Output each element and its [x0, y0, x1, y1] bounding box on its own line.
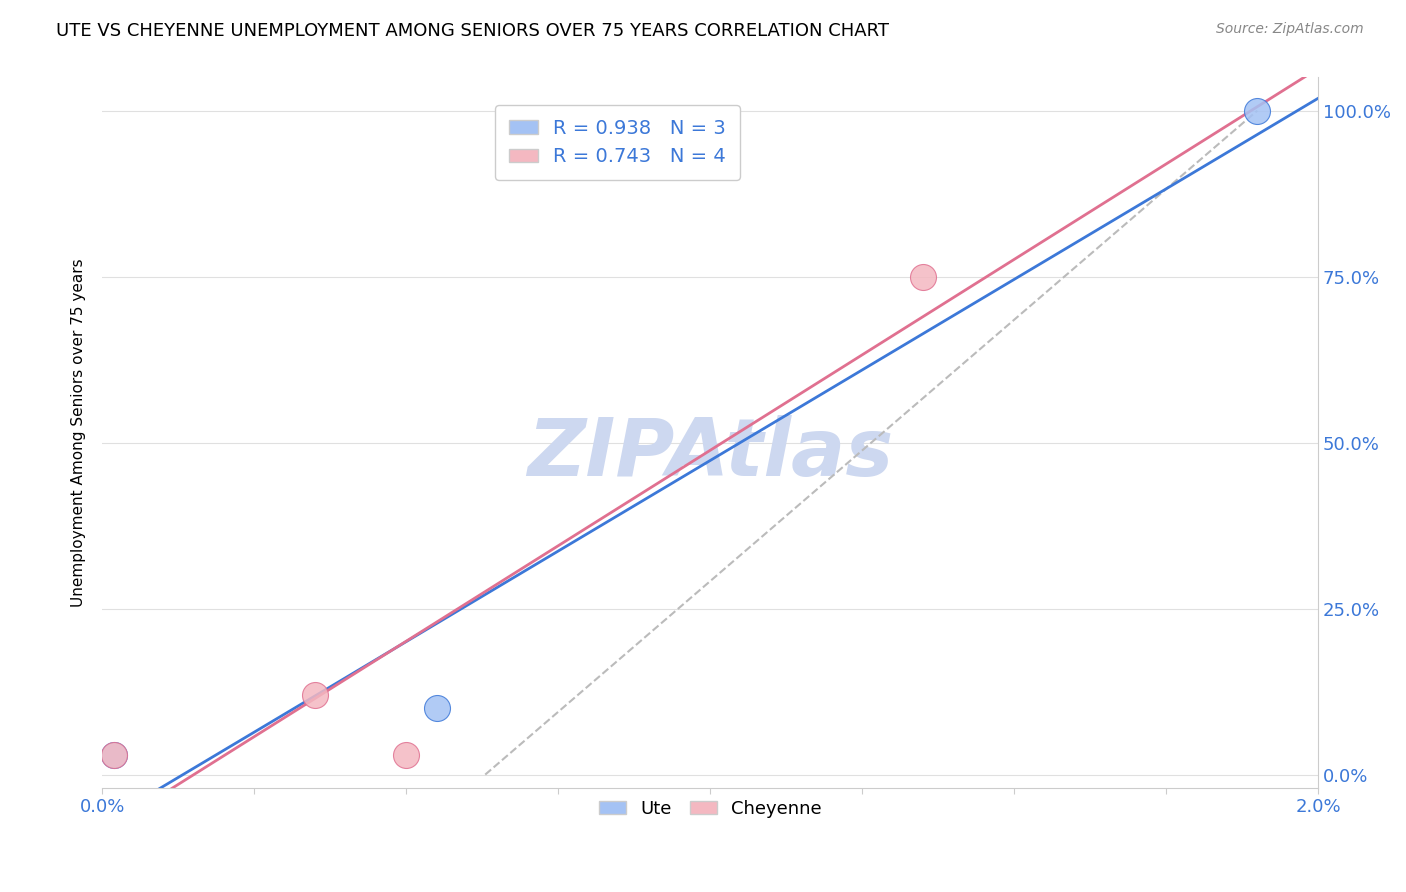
Text: ZIPAtlas: ZIPAtlas: [527, 415, 893, 493]
Point: [103, 747, 125, 762]
Point: [911, 269, 934, 284]
Point: [1246, 103, 1268, 118]
Point: [304, 688, 326, 702]
Legend: Ute, Cheyenne: Ute, Cheyenne: [592, 793, 830, 825]
Text: UTE VS CHEYENNE UNEMPLOYMENT AMONG SENIORS OVER 75 YEARS CORRELATION CHART: UTE VS CHEYENNE UNEMPLOYMENT AMONG SENIO…: [56, 22, 889, 40]
Text: Source: ZipAtlas.com: Source: ZipAtlas.com: [1216, 22, 1364, 37]
Y-axis label: Unemployment Among Seniors over 75 years: Unemployment Among Seniors over 75 years: [72, 259, 86, 607]
Point: [103, 747, 125, 762]
Point: [426, 701, 449, 715]
Point: [395, 747, 418, 762]
